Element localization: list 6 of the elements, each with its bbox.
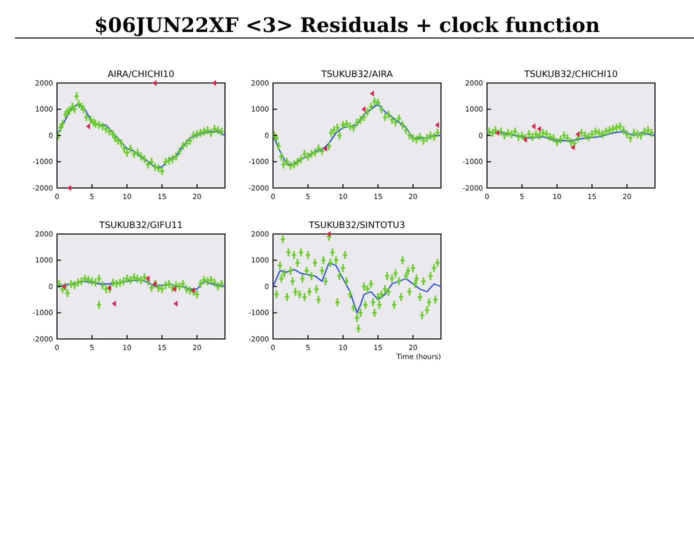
chart-title: TSUKUB32/SINTOTU3 <box>308 221 406 231</box>
chart-title: TSUKUB32/GIFU11 <box>98 221 183 231</box>
chart-title: TSUKUB32/CHICHI10 <box>523 70 618 80</box>
text: $06JUN22XF <3> Residuals + clock function <box>94 13 600 37</box>
chart-title: TSUKUB32/AIRA <box>320 70 394 80</box>
chart-title: AIRA/CHICHI10 <box>108 70 175 80</box>
